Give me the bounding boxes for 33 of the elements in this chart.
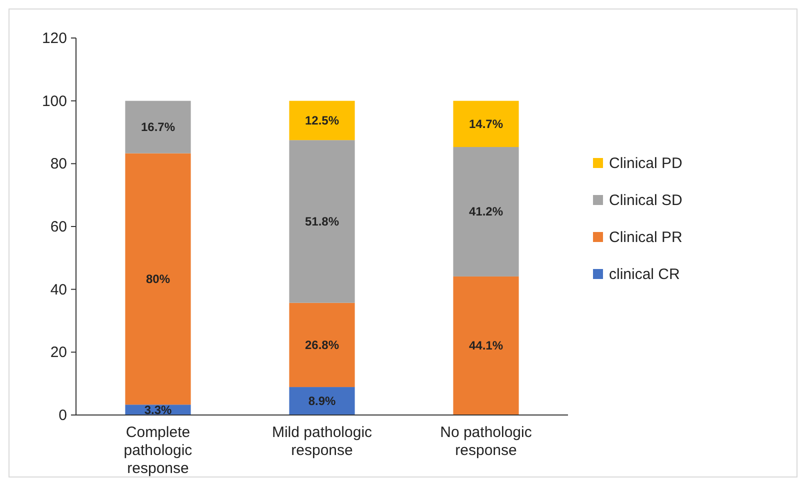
- data-label: 14.7%: [468, 116, 504, 131]
- data-label: 41.2%: [468, 204, 504, 219]
- y-tick-label: 80: [50, 156, 67, 173]
- y-tick-label: 60: [50, 218, 67, 236]
- bar: [453, 276, 519, 415]
- y-tick-label: 100: [42, 92, 67, 110]
- bar: [125, 100, 191, 154]
- legend-label: Clinical SD: [609, 192, 683, 209]
- data-label: 12.5%: [304, 113, 340, 128]
- y-tick-label: 120: [42, 30, 67, 47]
- data-label: 8.9%: [308, 394, 336, 408]
- data-label: 3.3%: [144, 402, 172, 417]
- x-tick-label: Complete pathologic response: [124, 424, 193, 477]
- bar: [289, 387, 355, 415]
- legend-label: Clinical PD: [609, 155, 683, 172]
- y-tick-label: 20: [50, 344, 67, 362]
- bar: [125, 153, 191, 405]
- bar: [453, 147, 519, 276]
- bar: [453, 100, 519, 148]
- y-tick-label: 0: [58, 407, 67, 424]
- bar: [289, 302, 355, 388]
- data-label: 80%: [146, 272, 170, 286]
- x-tick-label: No pathologic response: [440, 424, 532, 459]
- x-tick-label: Mild pathologic response: [272, 424, 373, 459]
- y-tick-label: 40: [50, 281, 67, 298]
- data-label: 51.8%: [304, 214, 340, 228]
- data-label: 44.1%: [468, 338, 504, 353]
- legend-label: Clinical PR: [609, 229, 683, 246]
- bar: [289, 100, 355, 140]
- legend-label: clinical CR: [609, 266, 680, 283]
- bar: [289, 140, 355, 303]
- data-label: 26.8%: [304, 338, 340, 352]
- data-label: 16.7%: [140, 120, 176, 134]
